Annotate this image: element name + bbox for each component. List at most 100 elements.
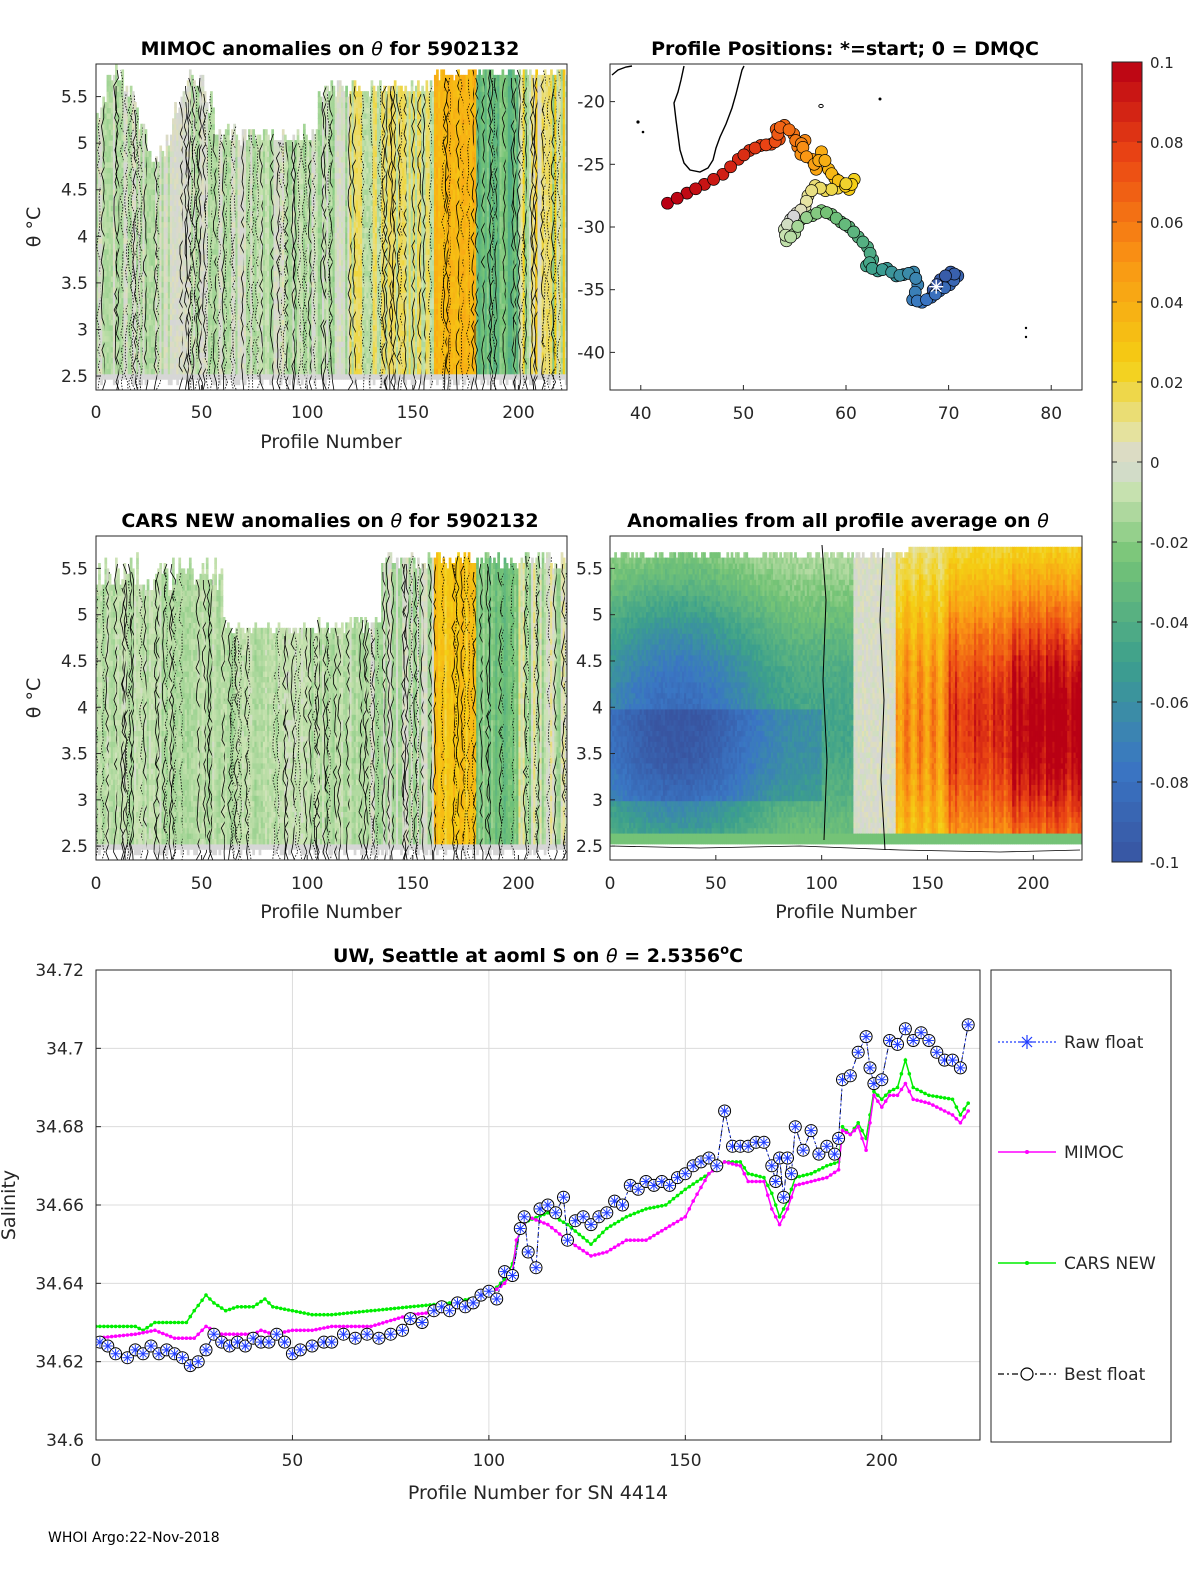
anomaly-cell [121, 237, 125, 244]
anomaly-cell [110, 167, 114, 174]
anomaly-cell [169, 297, 173, 304]
anomaly-cell [159, 227, 163, 234]
anomaly-cell [125, 199, 129, 206]
anomaly-cell [125, 91, 129, 98]
anomaly-cell [153, 286, 156, 293]
anomaly-cell [104, 297, 108, 304]
anomaly-cell [106, 373, 110, 380]
anomaly-cell [106, 324, 110, 331]
anomaly-cell [180, 205, 184, 212]
anomaly-cell [123, 259, 127, 266]
anomaly-cell [131, 183, 135, 190]
anomaly-cell [140, 188, 144, 195]
anomaly-cell [186, 232, 190, 239]
anomaly-cell [104, 335, 108, 342]
anomaly-cell [288, 379, 291, 386]
anomaly-cell [193, 96, 196, 103]
anomaly-cell [199, 368, 203, 375]
contour-line [155, 165, 162, 390]
anomaly-cell [108, 324, 112, 331]
anomaly-cell [127, 270, 131, 277]
anomaly-cell [176, 123, 179, 130]
anomaly-cell [169, 216, 173, 223]
anomaly-cell [184, 221, 188, 228]
anomaly-cell [178, 346, 182, 353]
anomaly-cell [163, 265, 167, 272]
anomaly-cell [195, 330, 198, 337]
anomaly-cell [115, 324, 118, 331]
anomaly-cell [150, 281, 154, 288]
anomaly-cell [117, 199, 120, 206]
anomaly-cell [167, 286, 171, 293]
anomaly-cell [112, 308, 116, 315]
anomaly-cell [129, 178, 133, 185]
anomaly-cell [176, 270, 179, 277]
anomaly-cell [176, 254, 179, 261]
anomaly-cell [98, 178, 101, 185]
anomaly-cell [134, 150, 137, 157]
anomaly-cell [119, 351, 122, 358]
anomaly-cell [117, 232, 120, 239]
anomaly-cell [119, 194, 122, 201]
anomaly-cell [127, 292, 131, 299]
anomaly-cell [182, 232, 186, 239]
anomaly-cell [157, 346, 160, 353]
anomaly-cell [144, 248, 148, 255]
anomaly-cell [119, 368, 122, 375]
anomaly-cell [100, 161, 103, 168]
anomaly-cell [131, 368, 135, 375]
anomaly-cell [182, 161, 186, 168]
anomaly-cell [172, 227, 175, 234]
anomaly-cell [112, 172, 116, 179]
anomaly-cell [148, 319, 152, 326]
anomaly-cell [134, 248, 137, 255]
anomaly-cell [140, 275, 144, 282]
anomaly-cell [123, 368, 127, 375]
anomaly-cell [142, 330, 146, 337]
anomaly-cell [174, 319, 177, 326]
anomaly-cell [153, 292, 156, 299]
anomaly-cell [163, 335, 167, 342]
anomaly-cell [165, 254, 169, 261]
anomaly-cell [121, 292, 125, 299]
anomaly-cell [138, 227, 141, 234]
anomaly-cell [178, 134, 182, 141]
anomaly-cell [153, 205, 156, 212]
anomaly-cell [117, 221, 120, 228]
anomaly-cell [138, 346, 141, 353]
anomaly-cell [119, 308, 122, 315]
anomaly-cell [157, 161, 160, 168]
anomaly-cell [142, 357, 146, 364]
anomaly-cell [163, 178, 167, 185]
anomaly-cell [167, 205, 171, 212]
anomaly-cell [201, 275, 205, 282]
anomaly-cell [119, 341, 122, 348]
anomaly-cell [193, 210, 196, 217]
anomaly-cell [121, 91, 125, 98]
anomaly-cell [100, 368, 103, 375]
anomaly-cell [129, 118, 133, 125]
anomaly-cell [161, 243, 165, 250]
anomaly-cell [119, 102, 122, 109]
anomaly-cell [110, 227, 114, 234]
anomaly-cell [182, 248, 186, 255]
anomaly-cell [121, 210, 125, 217]
anomaly-cell [102, 254, 106, 261]
anomaly-cell [252, 129, 256, 136]
anomaly-cell [178, 313, 182, 320]
anomaly-cell [184, 161, 188, 168]
anomaly-cell [178, 216, 182, 223]
anomaly-cell [176, 183, 179, 190]
anomaly-cell [201, 227, 205, 234]
anomaly-cell [117, 210, 120, 217]
anomaly-cell [174, 107, 177, 114]
anomaly-cell [163, 210, 167, 217]
anomaly-cell [184, 341, 188, 348]
anomaly-cell [201, 150, 205, 157]
anomaly-cell [157, 210, 160, 217]
anomaly-cell [201, 74, 205, 81]
anomaly-cell [144, 172, 148, 179]
anomaly-cell [153, 199, 156, 206]
anomaly-cell [140, 123, 144, 130]
anomaly-cell [186, 248, 190, 255]
